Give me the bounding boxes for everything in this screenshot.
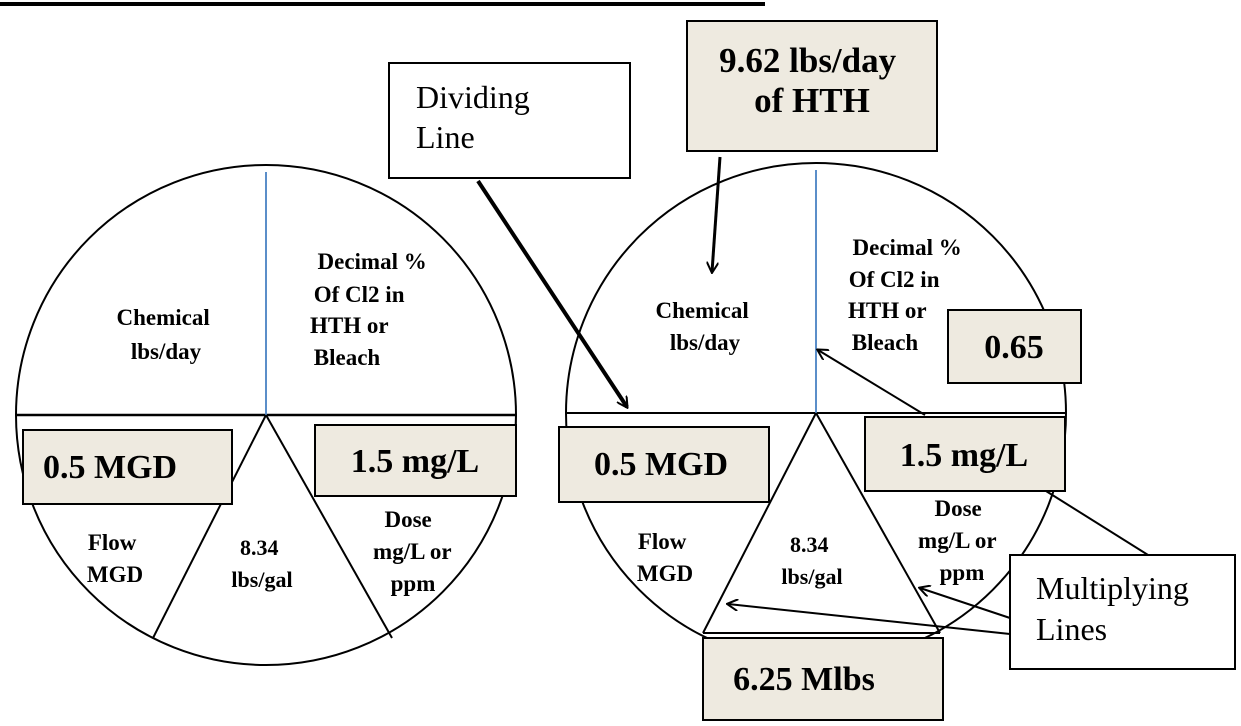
- right-flow-value-box: [558, 426, 770, 503]
- left-dose-line-3: ppm: [391, 571, 436, 596]
- right-dose-line-3: ppm: [940, 560, 985, 585]
- left-flow-value-box: [22, 429, 233, 505]
- dividing-line-callout-box: [388, 62, 631, 179]
- left-constant-line-2: lbs/gal: [231, 567, 292, 592]
- svg-text:Dose mg/L or ppm: Dose mg/L or ppm: [918, 496, 1002, 585]
- left-decimal-line-2: Of Cl2 in: [314, 282, 405, 307]
- right-decimal-value-box: [947, 309, 1082, 384]
- right-flow-value: 0.5 MGD: [594, 446, 728, 483]
- dividing-line-callout-line-2: Line: [416, 119, 475, 155]
- svg-text:Flow MGD: Flow MGD: [637, 529, 693, 586]
- result-value-line-1: 9.62 lbs/day: [719, 41, 896, 80]
- left-decimal-line-3: HTH or: [310, 313, 388, 338]
- svg-text:Decimal % Of Cl2 in: Decimal % Of Cl2 in HTH or Bleach: [310, 249, 432, 370]
- multiplying-lines-callout-line-1: Multiplying: [1036, 570, 1189, 606]
- svg-text:Decimal % Of Cl2 in: Decimal % Of Cl2 in HTH or Bleach: [848, 235, 967, 355]
- left-pie-wheel: Chemical lbs/day Decimal % Of Cl2 in HTH…: [15, 164, 517, 666]
- svg-text:9.62 lbs/day of HTH: 9.62 lbs/day of HTH: [719, 41, 905, 120]
- svg-text:8.34 lbs/gal: 8.34 lbs/gal: [231, 535, 292, 592]
- right-decimal-value: 0.65: [984, 329, 1044, 366]
- result-value-line-2: of HTH: [754, 81, 870, 120]
- svg-text:Multiplying Lines: Multiplying Lines: [1036, 570, 1197, 647]
- right-flow-line-2: MGD: [637, 561, 693, 586]
- callout-to-dose-box-line: [1045, 490, 1149, 556]
- dose-to-decimal-arrow: [818, 350, 926, 416]
- left-decimal-line-1: Decimal %: [318, 249, 427, 274]
- right-chemical-line-2: lbs/day: [670, 330, 741, 355]
- right-decimal-line-4: Bleach: [852, 330, 919, 355]
- multiplying-lines-callout-line-2: Lines: [1036, 611, 1107, 647]
- result-to-chemical-arrow: [712, 156, 722, 272]
- product-value: 6.25 Mlbs: [733, 661, 875, 698]
- left-chemical-line-2: lbs/day: [131, 339, 202, 364]
- left-flow-value: 0.5 MGD: [43, 449, 177, 486]
- dividing-line-arrow: [476, 179, 627, 407]
- result-value-box: [686, 20, 938, 152]
- right-multiplying-line-1: [702, 412, 817, 634]
- right-decimal-line-3: HTH or: [848, 298, 926, 323]
- left-chemical-line-1: Chemical: [116, 305, 209, 330]
- left-flow-line-2: MGD: [87, 562, 143, 587]
- right-flow-line-1: Flow: [638, 529, 687, 554]
- right-pie-wheel: Chemical lbs/day Decimal % Of Cl2 in HTH…: [558, 20, 1082, 721]
- callout-to-left-multiplying-line-arrow: [728, 604, 1011, 635]
- multiplying-lines-callout: Multiplying Lines: [1009, 554, 1236, 670]
- right-dose-line-2: mg/L or: [918, 528, 996, 553]
- left-multiplying-line-2: [265, 414, 393, 639]
- svg-text:Flow MGD: Flow MGD: [87, 530, 143, 587]
- right-dose-line-1: Dose: [934, 496, 981, 521]
- product-value-box: [702, 637, 944, 721]
- right-constant-line-2: lbs/gal: [781, 564, 842, 589]
- svg-text:Dividing Line: Dividing Line: [416, 79, 538, 155]
- left-flow-line-1: Flow: [88, 530, 137, 555]
- right-decimal-line-2: Of Cl2 in: [849, 267, 940, 292]
- dividing-line-callout: Dividing Line: [388, 62, 631, 179]
- svg-text:Chemical lbs/day: Chemical lbs/day: [655, 298, 754, 355]
- left-dose-value: 1.5 mg/L: [351, 443, 479, 480]
- right-decimal-line-1: Decimal %: [853, 235, 962, 260]
- right-chemical-line-1: Chemical: [655, 298, 748, 323]
- svg-text:8.34 lbs/gal: 8.34 lbs/gal: [781, 532, 842, 589]
- right-dose-value: 1.5 mg/L: [900, 437, 1028, 474]
- right-constant-line-1: 8.34: [790, 532, 829, 557]
- left-dose-line-2: mg/L or: [373, 539, 451, 564]
- left-decimal-line-4: Bleach: [314, 345, 381, 370]
- callout-to-right-multiplying-line-arrow: [920, 588, 1011, 619]
- dividing-line-callout-line-1: Dividing: [416, 79, 530, 115]
- multiplying-lines-callout-box: [1009, 554, 1236, 670]
- left-multiplying-line-1: [152, 414, 267, 639]
- left-constant-line-1: 8.34: [240, 535, 279, 560]
- left-dose-line-1: Dose: [384, 507, 431, 532]
- svg-text:Dose mg/L or ppm: Dose mg/L or ppm: [373, 507, 457, 596]
- left-dose-value-box: [314, 424, 517, 497]
- right-dose-value-box: [864, 416, 1066, 492]
- svg-text:Chemical lbs/day: Chemical lbs/day: [116, 305, 215, 364]
